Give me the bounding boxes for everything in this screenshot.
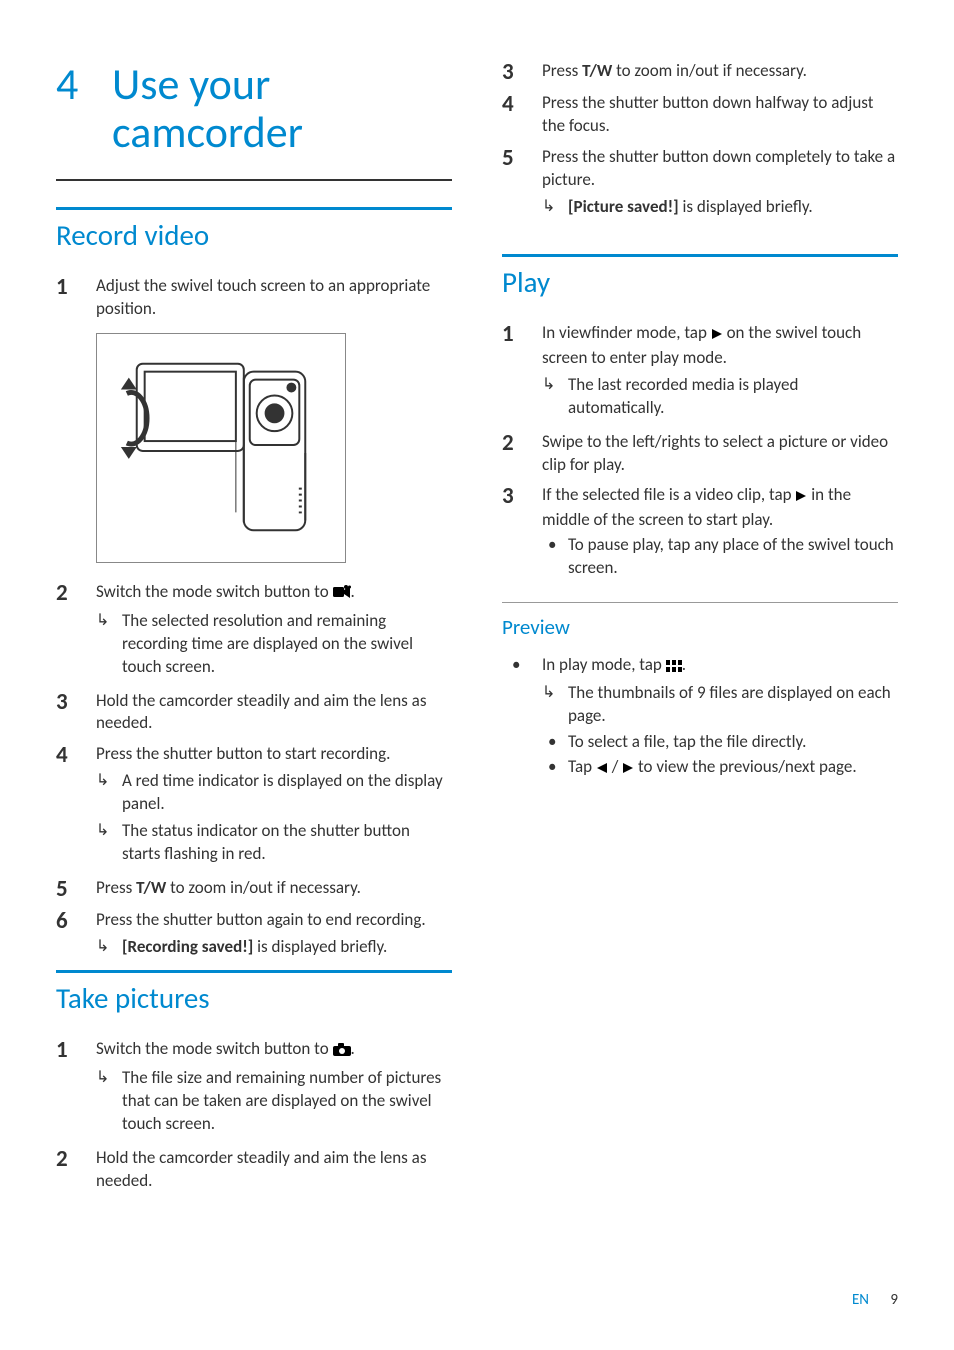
result-tail: is displayed briefly. [253, 936, 387, 957]
step-text: Press [542, 60, 582, 81]
step-number: 2 [502, 431, 542, 477]
record-step-4: 4 Press the shutter button to start reco… [56, 743, 452, 869]
step-text: Press the shutter button down completely… [542, 146, 895, 190]
preview-bullet-1: • In play mode, tap . ↳ The thumbnails o… [502, 654, 898, 782]
step-number: 4 [56, 743, 96, 869]
result-text: The status indicator on the shutter butt… [122, 820, 452, 866]
pictures-step-3: 3 Press T/W to zoom in/out if necessary. [502, 60, 898, 84]
result-arrow-icon: ↳ [96, 1067, 122, 1136]
bullet-dot: • [502, 654, 542, 782]
result-bold: [Picture saved!] [568, 196, 679, 217]
step-text: Adjust the swivel touch screen to an app… [96, 275, 452, 321]
play-right-icon [622, 758, 634, 781]
step-number: 1 [56, 275, 96, 321]
page-footer: EN 9 [852, 1290, 898, 1310]
chapter-number: 4 [56, 60, 112, 157]
bullet-text: In play mode, tap [542, 654, 666, 675]
camera-mode-icon [333, 1040, 351, 1063]
step-number: 2 [56, 581, 96, 682]
result-text: The selected resolution and remaining re… [122, 610, 452, 679]
step-text: Switch the mode switch button to [96, 1038, 333, 1059]
record-step-2: 2 Switch the mode switch button to . ↳ T… [56, 581, 452, 682]
result-text: A red time indicator is displayed on the… [122, 770, 452, 816]
step-number: 3 [502, 484, 542, 580]
pictures-step-5: 5 Press the shutter button down complete… [502, 146, 898, 222]
step-number: 3 [56, 690, 96, 736]
result-text: The file size and remaining number of pi… [122, 1067, 452, 1136]
step-number: 5 [502, 146, 542, 222]
play-right-icon [711, 324, 723, 347]
result-arrow-icon: ↳ [542, 374, 568, 420]
result-text: The thumbnails of 9 files are displayed … [568, 682, 898, 728]
step-text: Hold the camcorder steadily and aim the … [96, 690, 452, 736]
bullet-text: To select a file, tap the file directly. [568, 731, 806, 754]
footer-page: 9 [890, 1291, 898, 1309]
result-tail: is displayed briefly. [679, 196, 813, 217]
step-number: 4 [502, 92, 542, 138]
bullet-text-tail: . [682, 654, 686, 675]
play-step-3: 3 If the selected file is a video clip, … [502, 484, 898, 580]
result-arrow-icon: ↳ [96, 820, 122, 866]
result-text: The last recorded media is played automa… [568, 374, 898, 420]
step-number: 6 [56, 909, 96, 962]
step-number: 2 [56, 1147, 96, 1193]
step-number: 1 [56, 1038, 96, 1139]
step-text-tail: . [351, 1038, 355, 1059]
step-number: 1 [502, 322, 542, 423]
chapter-title: 4 Use your camcorder [56, 60, 452, 181]
bullet-dot: • [542, 534, 568, 580]
grid-icon [666, 656, 682, 679]
pictures-step-4: 4 Press the shutter button down halfway … [502, 92, 898, 138]
step-number: 3 [502, 60, 542, 84]
step-text-tail: . [351, 581, 355, 602]
step-text-tail: to zoom in/out if necessary. [166, 877, 361, 898]
step-bold: T/W [136, 877, 166, 898]
step-text: Press the shutter button again to end re… [96, 909, 426, 930]
step-number: 5 [56, 877, 96, 901]
pictures-step-2: 2 Hold the camcorder steadily and aim th… [56, 1147, 452, 1193]
record-step-3: 3 Hold the camcorder steadily and aim th… [56, 690, 452, 736]
step-text: Press the shutter button to start record… [96, 743, 390, 764]
bullet-text-tail: to view the previous/next page. [634, 756, 857, 777]
section-title-record: Record video [56, 207, 452, 255]
bullet-text: To pause play, tap any place of the swiv… [568, 534, 898, 580]
section-title-pictures: Take pictures [56, 970, 452, 1018]
step-text: Press the shutter button down halfway to… [542, 92, 898, 138]
bullet-dot: • [542, 756, 568, 781]
play-left-icon [596, 758, 608, 781]
bullet-dot: • [542, 731, 568, 754]
step-text: In viewfinder mode, tap [542, 322, 711, 343]
subsection-title-preview: Preview [502, 602, 898, 641]
step-text: Swipe to the left/rights to select a pic… [542, 431, 898, 477]
play-step-1: 1 In viewfinder mode, tap on the swivel … [502, 322, 898, 423]
play-right-icon [795, 486, 807, 509]
step-text: Press [96, 877, 136, 898]
bullet-text: Tap [568, 756, 596, 777]
bullet-sep: / [608, 756, 622, 777]
record-step-1: 1 Adjust the swivel touch screen to an a… [56, 275, 452, 321]
step-text: Hold the camcorder steadily and aim the … [96, 1147, 452, 1193]
result-arrow-icon: ↳ [96, 770, 122, 816]
record-step-6: 6 Press the shutter button again to end … [56, 909, 452, 962]
section-title-play: Play [502, 254, 898, 302]
chapter-text: Use your camcorder [112, 60, 452, 157]
result-arrow-icon: ↳ [96, 936, 122, 959]
step-text: Switch the mode switch button to [96, 581, 333, 602]
camcorder-swivel-figure [96, 333, 346, 563]
result-bold: [Recording saved!] [122, 936, 253, 957]
result-arrow-icon: ↳ [96, 610, 122, 679]
play-step-2: 2 Swipe to the left/rights to select a p… [502, 431, 898, 477]
footer-lang: EN [852, 1291, 869, 1309]
result-arrow-icon: ↳ [542, 196, 568, 219]
record-step-5: 5 Press T/W to zoom in/out if necessary. [56, 877, 452, 901]
step-text-tail: to zoom in/out if necessary. [612, 60, 807, 81]
step-text: If the selected file is a video clip, ta… [542, 484, 795, 505]
pictures-step-1: 1 Switch the mode switch button to . ↳ T… [56, 1038, 452, 1139]
step-bold: T/W [582, 60, 612, 81]
video-mode-icon [333, 583, 351, 606]
result-arrow-icon: ↳ [542, 682, 568, 728]
